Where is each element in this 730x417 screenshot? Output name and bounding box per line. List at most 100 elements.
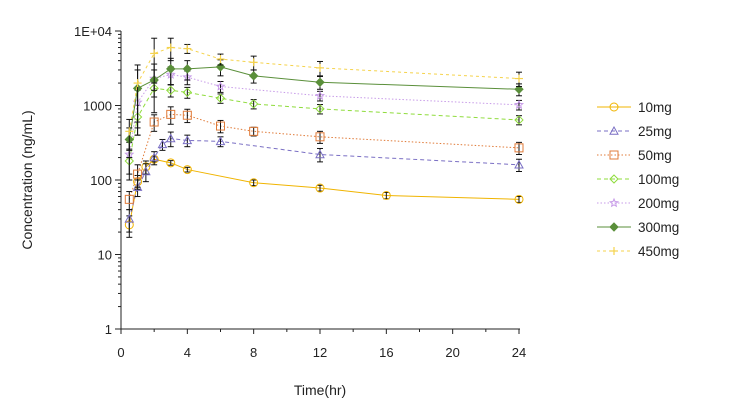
- x-tick-label: 20: [445, 345, 459, 360]
- legend-label: 450mg: [638, 244, 679, 259]
- error-bar: [126, 191, 133, 211]
- data-point: [166, 43, 175, 52]
- legend-item-10mg: 10mg: [597, 100, 672, 115]
- error-bar: [134, 164, 141, 188]
- data-point: [315, 149, 325, 159]
- data-point: [249, 58, 258, 67]
- data-point: [315, 183, 325, 193]
- error-bar: [317, 130, 323, 144]
- legend-item-25mg: 25mg: [597, 124, 672, 139]
- data-point: [513, 99, 525, 110]
- y-tick-label: 1: [105, 322, 112, 337]
- data-point: [166, 158, 176, 168]
- x-tick-label: 12: [313, 345, 327, 360]
- data-point: [182, 87, 193, 98]
- y-tick-label: 1000: [83, 99, 112, 114]
- series-50mg: [124, 106, 524, 211]
- legend-item-100mg: 100mg: [597, 172, 679, 187]
- error-bar: [134, 64, 141, 129]
- data-point: [165, 133, 176, 143]
- series-line: [128, 47, 520, 132]
- data-point: [249, 178, 259, 188]
- legend-label: 100mg: [638, 172, 679, 187]
- data-point: [182, 110, 192, 120]
- y-tick-label: 1E+04: [74, 24, 112, 39]
- x-tick-label: 24: [512, 345, 526, 360]
- y-tick-label: 100: [90, 173, 112, 188]
- data-point: [315, 104, 325, 114]
- data-point: [314, 90, 326, 101]
- data-point: [216, 121, 225, 131]
- legend-label: 10mg: [638, 100, 672, 115]
- legend-label: 25mg: [638, 124, 672, 139]
- x-tick-label: 4: [184, 345, 191, 360]
- legend-swatch-marker: [609, 150, 619, 160]
- data-point: [157, 139, 168, 149]
- legend-label: 50mg: [638, 148, 672, 163]
- legend: 10mg 25mg 50mg 100mg 200mg 300mg 450mg: [597, 100, 679, 259]
- data-point: [381, 190, 391, 200]
- data-point: [514, 159, 524, 169]
- error-bar: [167, 160, 174, 166]
- y-tick-label: 10: [98, 248, 112, 263]
- legend-item-450mg: 450mg: [597, 244, 679, 259]
- x-ticks: 0 4 8 12 16 20 24: [117, 329, 526, 360]
- data-point: [166, 64, 176, 74]
- x-tick-label: 0: [117, 345, 124, 360]
- legend-swatch-marker: [608, 197, 620, 208]
- data-point: [166, 85, 176, 96]
- data-point: [149, 152, 160, 162]
- legend-item-50mg: 50mg: [597, 148, 672, 163]
- data-point: [514, 84, 524, 95]
- axes: 0 4 8 12 16 20 24 1 10 100 1000 1E+04: [74, 24, 526, 360]
- y-ticks: 1 10 100 1000 1E+04: [74, 24, 121, 337]
- data-point: [133, 79, 142, 88]
- x-tick-label: 16: [379, 345, 393, 360]
- data-point: [215, 81, 226, 91]
- error-bar: [317, 184, 323, 192]
- data-point: [141, 166, 151, 176]
- series-line: [128, 138, 520, 220]
- data-point: [166, 109, 176, 119]
- data-point: [315, 77, 325, 87]
- data-point: [124, 194, 134, 204]
- series-25mg: [124, 131, 524, 233]
- y-axis-title: Concentration (ng/mL): [19, 110, 35, 249]
- data-point: [514, 115, 524, 125]
- legend-swatch-marker: [609, 174, 619, 184]
- legend-swatch-marker: [609, 102, 619, 112]
- error-bar: [142, 163, 149, 183]
- data-point: [316, 63, 324, 72]
- series-10mg: [124, 154, 524, 238]
- data-point: [182, 135, 193, 145]
- legend-swatch-marker: [610, 247, 618, 255]
- series-450mg: [125, 37, 523, 151]
- x-tick-label: 8: [250, 345, 257, 360]
- legend-item-300mg: 300mg: [597, 220, 679, 235]
- data-point: [514, 143, 524, 153]
- legend-swatch-marker: [609, 125, 619, 135]
- data-point: [215, 93, 226, 103]
- error-bar: [516, 141, 522, 155]
- error-bar: [250, 179, 257, 187]
- x-axis-title: Time(hr): [294, 382, 346, 398]
- series-300mg: [124, 57, 524, 159]
- legend-label: 200mg: [638, 196, 679, 211]
- data-point: [249, 126, 259, 136]
- data-point: [248, 99, 259, 109]
- data-point: [248, 71, 259, 81]
- data-point: [183, 44, 192, 53]
- legend-swatch-marker: [609, 222, 619, 232]
- data-point: [315, 132, 325, 142]
- data-point: [182, 165, 192, 175]
- data-point: [125, 127, 134, 136]
- error-bar: [184, 166, 191, 173]
- legend-label: 300mg: [638, 220, 679, 235]
- error-bar: [167, 106, 174, 125]
- legend-item-200mg: 200mg: [597, 196, 679, 211]
- data-point: [133, 169, 143, 179]
- series-line: [128, 87, 520, 162]
- data-point: [150, 49, 159, 58]
- data-point: [124, 213, 135, 223]
